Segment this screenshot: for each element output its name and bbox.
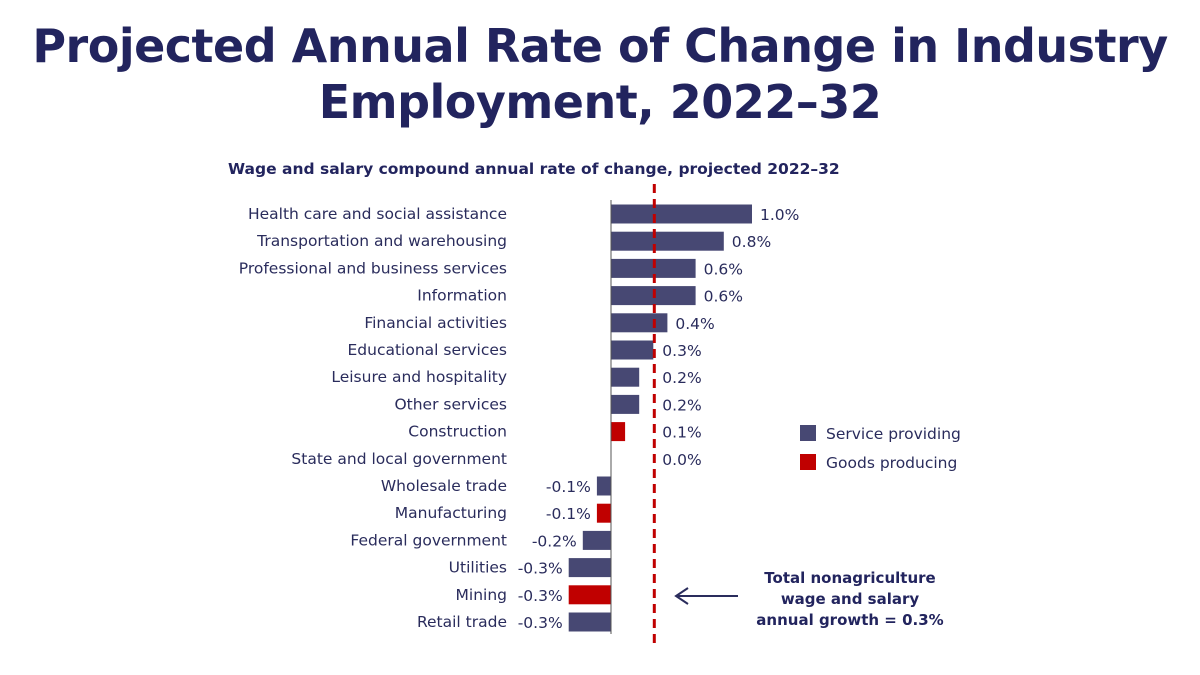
category-label: Transportation and warehousing xyxy=(256,232,507,250)
legend-swatch xyxy=(800,454,816,470)
value-label: -0.1% xyxy=(546,505,591,523)
value-label: 0.8% xyxy=(732,233,771,251)
annotation-line: Total nonagriculture xyxy=(764,569,935,587)
category-label: Manufacturing xyxy=(395,504,507,522)
category-label: Other services xyxy=(394,395,507,413)
value-label: 1.0% xyxy=(760,206,799,224)
bar xyxy=(568,558,611,578)
value-label: -0.3% xyxy=(518,587,563,605)
value-label: 0.2% xyxy=(662,369,701,387)
value-label: 0.3% xyxy=(662,342,701,360)
legend-swatch xyxy=(800,425,816,441)
category-label: Financial activities xyxy=(364,314,507,332)
value-label: -0.2% xyxy=(532,532,577,550)
value-label: 0.0% xyxy=(662,451,701,469)
value-label: 0.1% xyxy=(662,424,701,442)
annotation: Total nonagriculture wage and salary annua… xyxy=(756,569,943,629)
chart-title: Projected Annual Rate of Change in Indus… xyxy=(32,19,1168,129)
bar xyxy=(611,340,654,360)
arrow-icon xyxy=(674,587,738,605)
bar xyxy=(596,503,611,523)
legend: Service providing Goods producing xyxy=(800,425,961,472)
bar xyxy=(568,585,611,605)
category-label: Information xyxy=(417,287,507,305)
value-label: -0.3% xyxy=(518,614,563,632)
bar xyxy=(611,394,640,414)
category-label: Construction xyxy=(408,423,507,441)
legend-label: Service providing xyxy=(826,425,961,443)
bar xyxy=(611,313,668,333)
bar xyxy=(611,231,724,251)
annotation-line: annual growth = 0.3% xyxy=(756,611,943,629)
category-label: Utilities xyxy=(449,559,507,577)
value-label: 0.6% xyxy=(704,260,743,278)
legend-label: Goods producing xyxy=(826,454,957,472)
category-label: Federal government xyxy=(350,531,507,549)
category-label: Health care and social assistance xyxy=(248,205,507,223)
chart-subtitle: Wage and salary compound annual rate of … xyxy=(228,160,840,178)
category-label: Leisure and hospitality xyxy=(331,368,507,386)
value-label: 0.6% xyxy=(704,288,743,306)
category-label: State and local government xyxy=(291,450,507,468)
value-label: 0.2% xyxy=(662,396,701,414)
bar xyxy=(611,367,640,387)
bar xyxy=(568,612,611,632)
annotation-line: wage and salary xyxy=(781,590,920,608)
category-label: Mining xyxy=(456,586,507,604)
bar xyxy=(596,476,611,496)
category-label: Retail trade xyxy=(417,613,507,631)
category-label: Wholesale trade xyxy=(381,477,507,495)
bar xyxy=(611,204,752,224)
bar xyxy=(611,422,626,442)
category-label: Professional and business services xyxy=(239,259,507,277)
value-label: -0.3% xyxy=(518,560,563,578)
category-label: Educational services xyxy=(348,341,508,359)
value-label: -0.1% xyxy=(546,478,591,496)
bar xyxy=(611,258,696,278)
bar xyxy=(582,530,611,550)
value-label: 0.4% xyxy=(675,315,714,333)
